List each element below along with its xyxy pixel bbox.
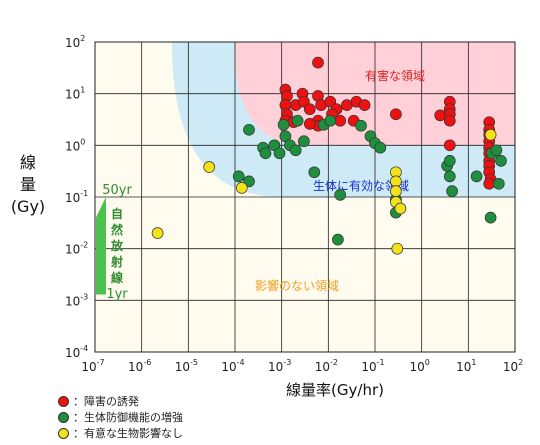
series-2 (151, 128, 497, 255)
y-tick-label: 10-1 (65, 189, 88, 205)
x-tick-label: 10-4 (221, 358, 244, 374)
y-tick-label: 100 (65, 137, 85, 153)
data-point (443, 114, 456, 127)
legend-label-defense: ：生体防御機能の増強 (73, 411, 183, 424)
series-1 (232, 114, 507, 246)
data-point (446, 185, 458, 197)
data-point (332, 233, 344, 246)
data-point (334, 114, 347, 127)
legend: ：障害の誘発 ：生体防御機能の増強 ：有意な生物影響なし (58, 393, 183, 441)
x-tick-label: 100 (409, 358, 429, 374)
legend-item-harm: ：障害の誘発 (58, 393, 183, 409)
x-tick-label: 102 (503, 358, 523, 374)
data-point (303, 118, 316, 130)
data-point (334, 189, 347, 201)
series-0 (279, 56, 497, 190)
data-point (492, 177, 505, 190)
data-point (443, 139, 456, 152)
data-point (391, 242, 404, 255)
x-tick-label: 10-3 (268, 358, 291, 374)
data-point (358, 99, 371, 111)
x-tick-label: 10-5 (175, 358, 198, 374)
natural-radiation-label-char: 線 (111, 270, 123, 285)
data-point (232, 170, 245, 183)
data-point (374, 141, 387, 154)
data-point (203, 161, 216, 173)
data-point (298, 135, 310, 148)
data-point (490, 144, 503, 157)
legend-item-no-effect: ：有意な生物影響なし (58, 425, 183, 441)
data-point (324, 114, 337, 127)
x-axis-label: 線量率(Gy/hr) (286, 381, 384, 399)
data-point (235, 182, 248, 194)
natural-radiation-label-char: 射 (110, 254, 123, 269)
data-point (390, 108, 402, 121)
region-harmful (235, 42, 515, 146)
y-axis-label-line: (Gy) (11, 197, 45, 216)
data-point (443, 155, 456, 167)
x-tick-label: 10-2 (315, 358, 338, 374)
natural-radiation-label-char: 自 (111, 206, 123, 221)
data-point (495, 155, 507, 167)
data-point (394, 202, 407, 215)
legend-label-no-effect: ：有意な生物影響なし (73, 427, 183, 440)
regions-group (172, 42, 515, 197)
legend-label-harm: ：障害の誘発 (73, 395, 139, 408)
x-tick-label: 10-7 (81, 358, 104, 374)
y-axis-label-line: 量 (20, 175, 36, 194)
data-point (390, 185, 402, 197)
natural-radiation-bottom-label: 1yr (106, 287, 128, 302)
y-tick-label: 10-4 (65, 344, 88, 360)
legend-swatch-harm (58, 395, 69, 407)
data-point (151, 227, 164, 239)
data-point (390, 175, 402, 188)
legend-swatch-defense (58, 411, 69, 423)
plot-frame (94, 41, 516, 353)
legend-swatch-no-effect (58, 427, 69, 439)
data-point (277, 118, 290, 131)
region-label-harmful: 有害な領域 (365, 68, 425, 83)
data-point (355, 119, 367, 132)
y-tick-label: 10-2 (65, 241, 88, 257)
region-label-beneficial: 生体に有効な領域 (313, 178, 409, 193)
natural-radiation-label-char: 然 (111, 222, 123, 237)
y-tick-label: 10-3 (65, 292, 88, 308)
natural-radiation-top-label: 50yr (102, 183, 132, 198)
natural-radiation-label-char: 放 (110, 238, 124, 253)
natural-radiation-bar (96, 197, 106, 295)
data-point (312, 56, 324, 69)
y-tick-label: 102 (65, 34, 85, 50)
data-point (434, 109, 447, 122)
data-point (289, 144, 302, 157)
data-point (470, 170, 483, 183)
x-tick-label: 10-6 (128, 358, 151, 374)
legend-item-defense: ：生体防御機能の増強 (58, 409, 183, 425)
data-point (273, 147, 286, 160)
region-label-no-effect: 影響のない領域 (255, 278, 339, 293)
y-axis-label-line: 線 (20, 153, 36, 172)
data-point (308, 166, 321, 179)
x-tick-label: 10-1 (361, 358, 384, 374)
data-point (324, 95, 337, 108)
data-point (291, 114, 304, 127)
y-tick-label: 101 (65, 86, 85, 102)
data-point (303, 103, 316, 116)
data-point (484, 128, 497, 141)
data-point (484, 211, 497, 224)
data-point (259, 147, 272, 160)
data-point (243, 123, 255, 136)
x-tick-label: 101 (456, 358, 476, 374)
data-point (443, 170, 456, 183)
